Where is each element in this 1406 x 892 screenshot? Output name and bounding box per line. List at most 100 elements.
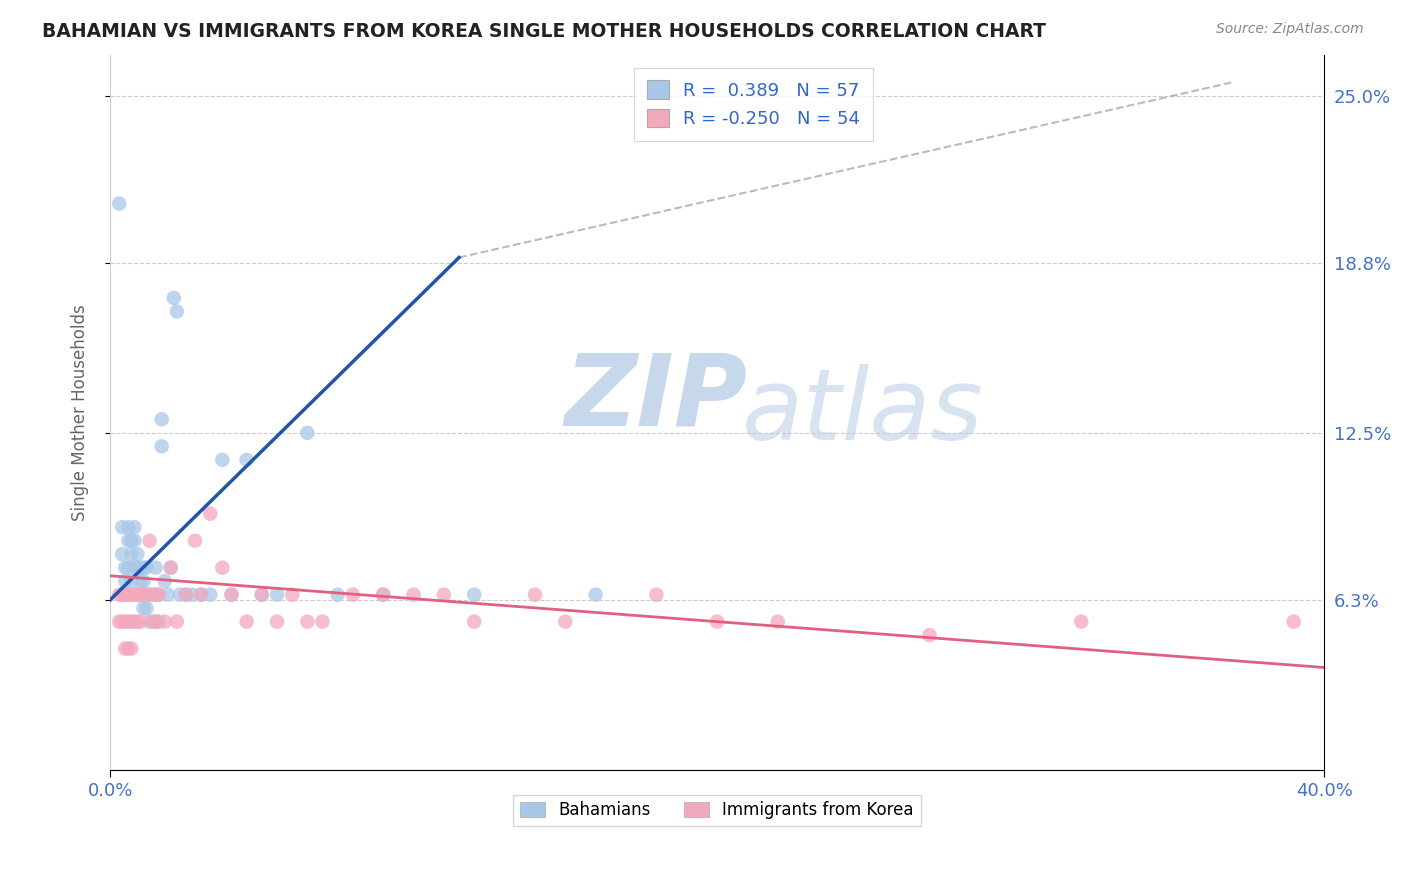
Point bbox=[150, 412, 173, 426]
Point bbox=[174, 588, 197, 602]
Point bbox=[373, 588, 395, 602]
Point bbox=[124, 588, 146, 602]
Point bbox=[211, 560, 233, 574]
Point bbox=[156, 588, 179, 602]
Point bbox=[132, 560, 155, 574]
Point bbox=[153, 574, 176, 589]
Point bbox=[127, 615, 149, 629]
Point bbox=[145, 615, 167, 629]
Point bbox=[221, 588, 243, 602]
Point bbox=[111, 615, 134, 629]
Point bbox=[297, 615, 319, 629]
Point bbox=[108, 588, 131, 602]
Point bbox=[250, 588, 273, 602]
Point bbox=[211, 452, 233, 467]
Point bbox=[135, 588, 157, 602]
Point bbox=[181, 588, 204, 602]
Point bbox=[127, 547, 149, 561]
Point bbox=[645, 588, 668, 602]
Point bbox=[132, 588, 155, 602]
Point bbox=[266, 615, 288, 629]
Point bbox=[111, 547, 134, 561]
Point bbox=[200, 507, 222, 521]
Point bbox=[463, 615, 485, 629]
Point bbox=[163, 291, 186, 305]
Point bbox=[281, 588, 304, 602]
Point bbox=[117, 615, 139, 629]
Point bbox=[120, 588, 142, 602]
Point bbox=[433, 588, 456, 602]
Point bbox=[114, 615, 136, 629]
Point bbox=[127, 560, 149, 574]
Point bbox=[117, 588, 139, 602]
Point bbox=[129, 588, 152, 602]
Point bbox=[250, 588, 273, 602]
Point bbox=[114, 588, 136, 602]
Point bbox=[127, 588, 149, 602]
Point bbox=[145, 588, 167, 602]
Point bbox=[174, 588, 197, 602]
Point bbox=[373, 588, 395, 602]
Point bbox=[124, 615, 146, 629]
Point bbox=[108, 196, 131, 211]
Point bbox=[166, 304, 188, 318]
Text: BAHAMIAN VS IMMIGRANTS FROM KOREA SINGLE MOTHER HOUSEHOLDS CORRELATION CHART: BAHAMIAN VS IMMIGRANTS FROM KOREA SINGLE… bbox=[42, 22, 1046, 41]
Point bbox=[706, 615, 728, 629]
Point bbox=[1070, 615, 1092, 629]
Point bbox=[114, 574, 136, 589]
Point bbox=[129, 560, 152, 574]
Point bbox=[117, 560, 139, 574]
Point bbox=[142, 588, 165, 602]
Point bbox=[153, 615, 176, 629]
Point bbox=[135, 560, 157, 574]
Point bbox=[114, 641, 136, 656]
Point bbox=[166, 615, 188, 629]
Point bbox=[124, 520, 146, 534]
Point bbox=[463, 588, 485, 602]
Point bbox=[190, 588, 212, 602]
Point bbox=[159, 560, 181, 574]
Y-axis label: Single Mother Households: Single Mother Households bbox=[72, 304, 89, 521]
Point bbox=[200, 588, 222, 602]
Point bbox=[138, 615, 160, 629]
Point bbox=[114, 588, 136, 602]
Point bbox=[108, 615, 131, 629]
Point bbox=[148, 615, 170, 629]
Text: ZIP: ZIP bbox=[565, 350, 748, 447]
Point bbox=[124, 560, 146, 574]
Point bbox=[120, 574, 142, 589]
Point bbox=[523, 588, 546, 602]
Point bbox=[129, 574, 152, 589]
Point bbox=[114, 560, 136, 574]
Point bbox=[148, 588, 170, 602]
Point bbox=[129, 615, 152, 629]
Point bbox=[235, 615, 257, 629]
Point bbox=[150, 439, 173, 453]
Point bbox=[120, 533, 142, 548]
Point bbox=[159, 560, 181, 574]
Text: Source: ZipAtlas.com: Source: ZipAtlas.com bbox=[1216, 22, 1364, 37]
Point bbox=[127, 588, 149, 602]
Point bbox=[184, 533, 207, 548]
Point bbox=[111, 588, 134, 602]
Point bbox=[235, 452, 257, 467]
Point bbox=[120, 641, 142, 656]
Point bbox=[111, 520, 134, 534]
Point bbox=[132, 601, 155, 615]
Point bbox=[117, 520, 139, 534]
Point bbox=[585, 588, 607, 602]
Point bbox=[145, 560, 167, 574]
Legend: Bahamians, Immigrants from Korea: Bahamians, Immigrants from Korea bbox=[513, 795, 921, 826]
Point bbox=[221, 588, 243, 602]
Point bbox=[918, 628, 941, 642]
Point bbox=[142, 615, 165, 629]
Point bbox=[117, 641, 139, 656]
Point bbox=[402, 588, 425, 602]
Point bbox=[311, 615, 333, 629]
Point bbox=[120, 547, 142, 561]
Point bbox=[138, 533, 160, 548]
Point bbox=[326, 588, 349, 602]
Point bbox=[129, 588, 152, 602]
Point bbox=[766, 615, 789, 629]
Point bbox=[138, 588, 160, 602]
